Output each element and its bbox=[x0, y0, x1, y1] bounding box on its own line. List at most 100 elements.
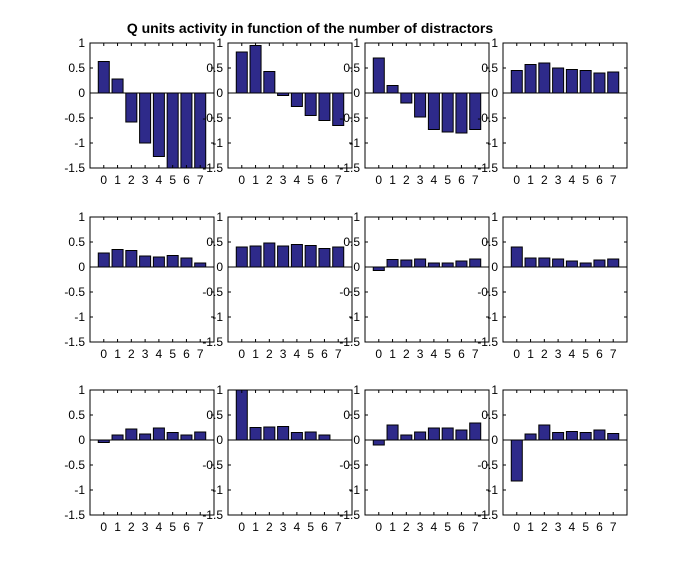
bar bbox=[565, 69, 578, 94]
x-tick-label: 3 bbox=[555, 520, 562, 534]
subplot-1: 10.50-0.5-1-1.50 1 2 3 4 5 6 7 bbox=[64, 36, 215, 187]
x-tick-label: 5 bbox=[444, 347, 451, 361]
x-tick-label: 3 bbox=[417, 347, 424, 361]
y-tick-label: -1 bbox=[349, 136, 360, 150]
bar bbox=[607, 71, 620, 94]
bar bbox=[552, 432, 565, 441]
x-tick-label: 6 bbox=[321, 347, 328, 361]
x-tick-label: 6 bbox=[596, 173, 603, 187]
bar bbox=[318, 248, 331, 268]
x-tick-label: 4 bbox=[294, 520, 301, 534]
y-tick-label: 0 bbox=[353, 260, 360, 274]
x-tick-label: 4 bbox=[431, 173, 438, 187]
x-tick-label: 6 bbox=[458, 173, 465, 187]
y-tick-label: 0 bbox=[491, 86, 498, 100]
y-tick-label: -1.5 bbox=[339, 335, 360, 349]
y-tick-label: 1 bbox=[353, 383, 360, 397]
y-tick-label: 1 bbox=[353, 210, 360, 224]
x-tick-label: 1 bbox=[389, 347, 396, 361]
x-tick-label: 7 bbox=[335, 173, 342, 187]
y-tick-label: -1.5 bbox=[202, 508, 223, 522]
y-tick-label: 0 bbox=[78, 260, 85, 274]
x-tick-label: 1 bbox=[389, 173, 396, 187]
x-tick-label: 4 bbox=[431, 347, 438, 361]
x-tick-label: 3 bbox=[417, 173, 424, 187]
y-tick-label: -1.5 bbox=[202, 161, 223, 175]
y-tick-label: -0.5 bbox=[202, 285, 223, 299]
y-tick-label: 1 bbox=[353, 36, 360, 50]
x-tick-label: 0 bbox=[513, 173, 520, 187]
bar bbox=[332, 246, 345, 268]
x-tick-label: 1 bbox=[527, 347, 534, 361]
y-tick-label: 0.5 bbox=[68, 235, 85, 249]
x-tick-label: 5 bbox=[307, 173, 314, 187]
bar bbox=[372, 439, 385, 446]
subplot-6: 10.50-0.5-1-1.50 1 2 3 4 5 6 7 bbox=[202, 210, 353, 361]
y-tick-label: 0.5 bbox=[481, 61, 498, 75]
bar bbox=[249, 45, 262, 94]
bar bbox=[125, 428, 138, 441]
bar bbox=[111, 249, 124, 268]
x-tick-label: 2 bbox=[128, 173, 135, 187]
x-tick-label: 2 bbox=[266, 173, 273, 187]
bar bbox=[524, 257, 537, 268]
y-tick-label: -1.5 bbox=[339, 508, 360, 522]
bar bbox=[427, 427, 440, 441]
bar bbox=[552, 67, 565, 94]
x-tick-label: 5 bbox=[582, 520, 589, 534]
bar bbox=[524, 433, 537, 441]
bar bbox=[427, 262, 440, 268]
bar bbox=[318, 92, 331, 121]
x-tick-label: 0 bbox=[100, 347, 107, 361]
y-tick-label: 1 bbox=[216, 36, 223, 50]
y-tick-label: -1.5 bbox=[202, 335, 223, 349]
y-tick-label: -1 bbox=[487, 136, 498, 150]
x-tick-label: 1 bbox=[114, 347, 121, 361]
x-tick-label: 1 bbox=[252, 173, 259, 187]
y-tick-label: -1.5 bbox=[477, 508, 498, 522]
y-tick-label: -0.5 bbox=[477, 458, 498, 472]
bar bbox=[290, 432, 303, 441]
x-tick-label: 2 bbox=[266, 520, 273, 534]
x-tick-label: 6 bbox=[321, 520, 328, 534]
y-tick-label: 1 bbox=[78, 210, 85, 224]
bar bbox=[194, 262, 207, 268]
x-tick-label: 0 bbox=[375, 520, 382, 534]
bar bbox=[290, 244, 303, 268]
y-tick-label: -0.5 bbox=[202, 111, 223, 125]
bar bbox=[139, 92, 152, 144]
subplot-7: 10.50-0.5-1-1.50 1 2 3 4 5 6 7 bbox=[339, 210, 490, 361]
y-tick-label: 0 bbox=[491, 433, 498, 447]
x-tick-label: 0 bbox=[375, 173, 382, 187]
x-tick-label: 7 bbox=[335, 520, 342, 534]
axes-box bbox=[89, 389, 215, 516]
bar bbox=[249, 245, 262, 268]
bar bbox=[139, 255, 152, 268]
x-tick-label: 2 bbox=[403, 347, 410, 361]
x-tick-label: 0 bbox=[238, 173, 245, 187]
bar bbox=[111, 434, 124, 441]
x-tick-label: 7 bbox=[610, 520, 617, 534]
bar bbox=[565, 260, 578, 268]
bar bbox=[249, 427, 262, 441]
y-tick-label: -1 bbox=[212, 136, 223, 150]
x-tick-label: 2 bbox=[403, 173, 410, 187]
bar bbox=[441, 92, 454, 133]
x-tick-label: 5 bbox=[169, 520, 176, 534]
x-tick-label: 3 bbox=[555, 347, 562, 361]
y-tick-label: -1 bbox=[212, 483, 223, 497]
bar bbox=[263, 71, 276, 94]
bar bbox=[414, 431, 427, 441]
y-tick-label: -1 bbox=[212, 310, 223, 324]
x-tick-label: 3 bbox=[280, 520, 287, 534]
y-tick-label: 0.5 bbox=[343, 408, 360, 422]
y-tick-label: 0 bbox=[78, 86, 85, 100]
y-tick-label: -0.5 bbox=[202, 458, 223, 472]
bar bbox=[386, 85, 399, 94]
bar bbox=[235, 51, 248, 94]
y-tick-label: 0.5 bbox=[481, 408, 498, 422]
x-tick-label: 4 bbox=[294, 347, 301, 361]
bar bbox=[510, 439, 523, 482]
bar bbox=[552, 258, 565, 268]
bar bbox=[414, 258, 427, 268]
